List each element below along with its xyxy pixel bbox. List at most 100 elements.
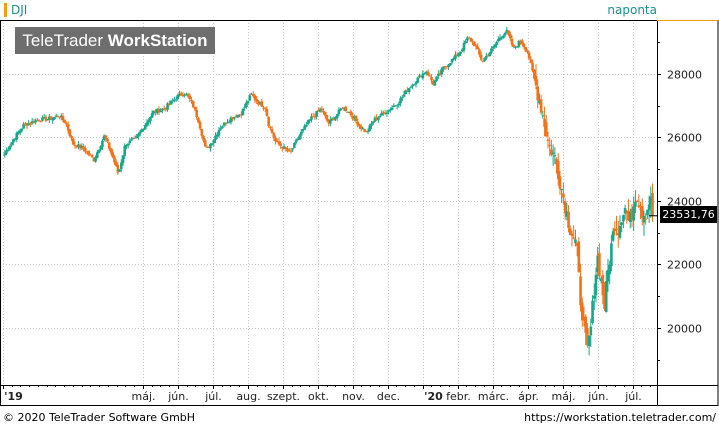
candle-down bbox=[269, 127, 272, 129]
candle-up bbox=[373, 117, 377, 122]
candle-down bbox=[568, 228, 572, 236]
candle-up bbox=[22, 124, 25, 129]
y-tick-label: 28000 bbox=[667, 69, 702, 82]
candle-down bbox=[428, 75, 432, 77]
candle-up bbox=[496, 39, 500, 42]
footer-url[interactable]: https://workstation.teletrader.com/ bbox=[524, 411, 716, 424]
candle-up bbox=[10, 142, 13, 146]
candle-down bbox=[430, 77, 433, 81]
candle-up bbox=[53, 117, 56, 120]
logo-text-light: TeleTrader bbox=[22, 31, 108, 50]
period-label[interactable]: naponta bbox=[607, 3, 657, 17]
candle-up bbox=[459, 51, 462, 54]
candle-up bbox=[243, 106, 246, 108]
candle-up bbox=[12, 139, 15, 143]
candle-up bbox=[416, 77, 420, 83]
candle-up bbox=[347, 111, 351, 113]
candle-up bbox=[589, 326, 593, 336]
candle-down bbox=[510, 38, 514, 45]
candle-up bbox=[215, 134, 219, 137]
symbol-label[interactable]: DJI bbox=[4, 3, 27, 17]
candle-up bbox=[178, 93, 181, 96]
candle-up bbox=[155, 108, 159, 114]
candle-up bbox=[634, 201, 637, 207]
candle-up bbox=[41, 117, 44, 121]
candle-up bbox=[291, 148, 294, 150]
candle-up bbox=[18, 130, 22, 133]
candle-down bbox=[469, 37, 473, 42]
candle-up bbox=[94, 157, 97, 162]
candle-up bbox=[394, 105, 397, 107]
candle-up bbox=[147, 120, 150, 123]
candle-up bbox=[209, 143, 212, 149]
candle-down bbox=[532, 69, 536, 79]
candle-up bbox=[77, 144, 80, 147]
teletrader-logo: TeleTrader WorkStation bbox=[15, 27, 215, 54]
candle-down bbox=[262, 107, 265, 109]
candle-up bbox=[462, 43, 466, 51]
x-tick-label: '20 bbox=[424, 390, 443, 403]
candle-up bbox=[250, 93, 253, 95]
candle-down bbox=[289, 150, 293, 152]
candle-up bbox=[126, 143, 130, 146]
candle-down bbox=[625, 210, 629, 213]
candle-down bbox=[107, 142, 111, 149]
candle-up bbox=[6, 149, 10, 151]
candle-down bbox=[58, 116, 61, 118]
candle-down bbox=[644, 218, 647, 220]
candle-down bbox=[37, 120, 41, 122]
candle-down bbox=[467, 37, 471, 39]
candle-up bbox=[366, 131, 370, 133]
candle-up bbox=[442, 66, 445, 70]
candle-down bbox=[279, 143, 282, 146]
candle-down bbox=[543, 119, 546, 127]
candle-down bbox=[544, 122, 548, 137]
candle-up bbox=[299, 131, 303, 136]
candle-up bbox=[622, 215, 625, 222]
x-tick-label: aug. bbox=[236, 390, 260, 403]
candle-down bbox=[82, 146, 85, 149]
candle-up bbox=[368, 125, 372, 132]
y-tick-label: 24000 bbox=[667, 196, 702, 209]
candle-down bbox=[90, 155, 94, 158]
candle-down bbox=[275, 141, 279, 143]
candle-down bbox=[63, 119, 67, 123]
candle-down bbox=[24, 123, 27, 125]
candle-down bbox=[32, 121, 36, 123]
candle-up bbox=[310, 116, 313, 120]
candle-down bbox=[186, 94, 190, 97]
candle-down bbox=[531, 62, 534, 71]
plot-border bbox=[0, 20, 719, 406]
candle-down bbox=[519, 40, 522, 42]
candle-up bbox=[387, 109, 390, 112]
candle-down bbox=[616, 233, 620, 236]
candle-down bbox=[383, 112, 387, 115]
candle-up bbox=[553, 155, 557, 157]
candle-down bbox=[478, 49, 481, 55]
candle-up bbox=[102, 135, 106, 140]
candle-up bbox=[330, 118, 334, 120]
candle-down bbox=[70, 135, 73, 139]
candle-down bbox=[190, 99, 193, 101]
candle-down bbox=[193, 106, 197, 110]
candle-up bbox=[574, 239, 577, 244]
candle-down bbox=[257, 100, 260, 105]
candle-down bbox=[39, 121, 43, 123]
candle-up bbox=[404, 90, 408, 95]
candle-up bbox=[150, 113, 154, 118]
candle-down bbox=[44, 116, 48, 121]
candle-up bbox=[390, 107, 394, 111]
candle-up bbox=[121, 155, 125, 164]
candle-up bbox=[171, 100, 174, 102]
candle-up bbox=[401, 97, 404, 99]
candle-down bbox=[317, 110, 320, 112]
x-tick-label: dec. bbox=[377, 390, 400, 403]
candle-down bbox=[548, 144, 552, 146]
candle-down bbox=[89, 154, 92, 156]
candle-down bbox=[253, 95, 257, 100]
x-tick-label: ápr. bbox=[518, 390, 539, 403]
candle-down bbox=[270, 129, 274, 134]
x-tick-label: nov. bbox=[342, 390, 365, 403]
